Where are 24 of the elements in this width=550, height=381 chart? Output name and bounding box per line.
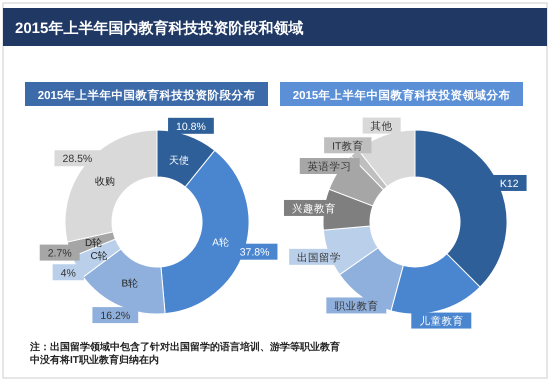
- slice-label: A轮: [212, 236, 229, 248]
- slice-label: 职业教育: [334, 299, 378, 312]
- slice-label: 兴趣教育: [292, 202, 336, 215]
- slice-label: 英语学习: [308, 160, 352, 173]
- chart-title: 2015年上半年中国教育科技投资领域分布: [292, 88, 510, 102]
- text: 注：出国留学领域中包含了针对出国留学的语言培训、游学等职业教育中没有将IT职业教育归纳在内: [29, 341, 340, 366]
- slice-label: 其他: [370, 120, 393, 133]
- data-label: 4%: [60, 267, 76, 280]
- data-label: 10.8%: [176, 120, 206, 133]
- data-label: 2.7%: [48, 248, 72, 260]
- data-label: 16.2%: [100, 310, 130, 322]
- slice-label: 天使: [169, 155, 190, 166]
- slice-label: 出国留学: [297, 250, 342, 264]
- slice-label: 收购: [95, 176, 116, 188]
- slice-label: IT教育: [332, 139, 364, 152]
- slice-label: K12: [500, 178, 519, 190]
- chart-title: 2015年上半年中国教育科技投资阶段分布: [38, 88, 256, 102]
- slice-label: 儿童教育: [419, 314, 464, 328]
- slice-label: B轮: [121, 278, 138, 290]
- data-label: 28.5%: [62, 153, 92, 166]
- data-label: 37.8%: [240, 246, 270, 259]
- slice-label: C轮: [90, 250, 108, 262]
- text: 2015年上半年国内教育科技投资阶段和领域: [15, 19, 304, 37]
- slice-label: D轮: [84, 236, 102, 249]
